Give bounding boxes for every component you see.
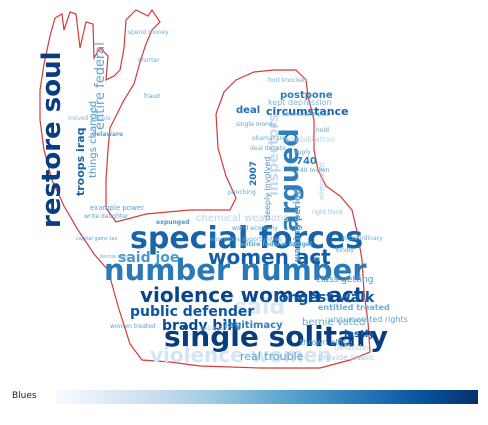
word-apply: apply — [294, 149, 311, 156]
word-troops-iraq: troops iraq — [74, 127, 87, 196]
word-said-joe: said joe — [118, 250, 179, 266]
word-write-daughter: write daughter — [84, 213, 129, 220]
word-women-act: women act — [208, 245, 331, 269]
word-postpone: postpone — [280, 90, 333, 101]
word-lastly: lastly — [344, 329, 375, 340]
word-deal-debate: deal debate — [250, 145, 286, 152]
word-nationally: nationally — [200, 325, 230, 332]
word-rehabilitation: rehabilitation — [282, 135, 335, 144]
word-obamacare: obamacare — [252, 135, 286, 142]
word-hold: hold — [316, 127, 329, 134]
word-restore-soul: restore soul — [37, 52, 67, 229]
word-women-treated: women treated — [110, 323, 156, 330]
word-inspectors: inspectors — [266, 114, 282, 196]
word-entire-federal: entire federal — [93, 42, 108, 130]
word-eliminated: eliminated — [318, 163, 326, 200]
word-foot-knocked: foot knocked — [268, 77, 307, 84]
word-kindly: kindly — [336, 247, 354, 254]
word-deal: deal — [236, 105, 260, 116]
word-expunged: expunged — [156, 219, 189, 226]
word-n-2007: 2007 — [249, 161, 259, 186]
word-spend-money: spend money — [128, 29, 169, 36]
word-things-changed: things changed — [88, 101, 99, 178]
word-argued: argued — [275, 128, 305, 232]
word-single-solitary: single solitary — [164, 320, 388, 353]
word-provide-public: provide public — [318, 353, 375, 362]
word-number-number: number number — [104, 253, 367, 287]
word-obamacare-plan: obamacare plan — [282, 111, 331, 118]
word-enormous-opportunities: enormous opportunities — [210, 236, 282, 243]
word-longest-walk: longest walk — [274, 290, 375, 306]
word-n-740-million: 740 million — [296, 167, 330, 174]
word-public-defender: public defender — [130, 304, 254, 320]
word-class-getting: class getting — [316, 275, 373, 285]
word-punching: punching — [228, 189, 256, 196]
word-defender: defender — [334, 343, 371, 352]
word-deeply-involved: deeply involved — [263, 157, 272, 220]
word-single-money: single money — [236, 121, 277, 128]
word-special-forces: special forces — [130, 221, 363, 256]
word-violence-women: violence women — [150, 343, 332, 367]
word-extraordinary: extraordinary — [342, 235, 383, 242]
word-entire-federal-budget: entire federal budget — [240, 241, 313, 248]
word-fraud: fraud — [144, 93, 160, 100]
word-delaware: delaware — [92, 131, 123, 138]
word-said: said — [234, 295, 285, 320]
word-moved-people: moved people — [68, 115, 111, 122]
word-entitled-treated: entitled treated — [318, 303, 390, 312]
word-chemical-weapons: chemical weapons — [196, 213, 289, 224]
word-thrown-office: thrown office — [300, 338, 352, 347]
word-real-trouble: real trouble — [240, 350, 304, 363]
word-shorter: shorter — [138, 57, 160, 64]
word-n-740: 740 — [296, 156, 317, 167]
word-violence-women-act: violence women act — [140, 283, 364, 307]
colorbar-gradient — [56, 390, 478, 404]
word-example-power: example power — [90, 204, 144, 212]
word-right-think: right think — [312, 209, 344, 216]
word-bernie-says: bernie says — [100, 254, 129, 260]
word-capital-gains-tax: capital gains tax — [76, 236, 117, 242]
word-circumstance: circumstance — [266, 105, 349, 118]
word-brady-bill: brady bill — [162, 318, 237, 334]
word-bernie-voted: bernie voted — [302, 317, 365, 328]
figure-outline — [39, 8, 371, 369]
word-unnumerated-rights: unnumerated rights — [328, 315, 408, 324]
word-world-economy: world economy — [232, 225, 278, 232]
word-kept-depression: kept depression — [268, 98, 332, 107]
word-waiting-period: waiting period — [293, 188, 303, 262]
word-legitimacy: legitimacy — [224, 320, 283, 331]
colorbar-label: Blues — [12, 391, 37, 401]
